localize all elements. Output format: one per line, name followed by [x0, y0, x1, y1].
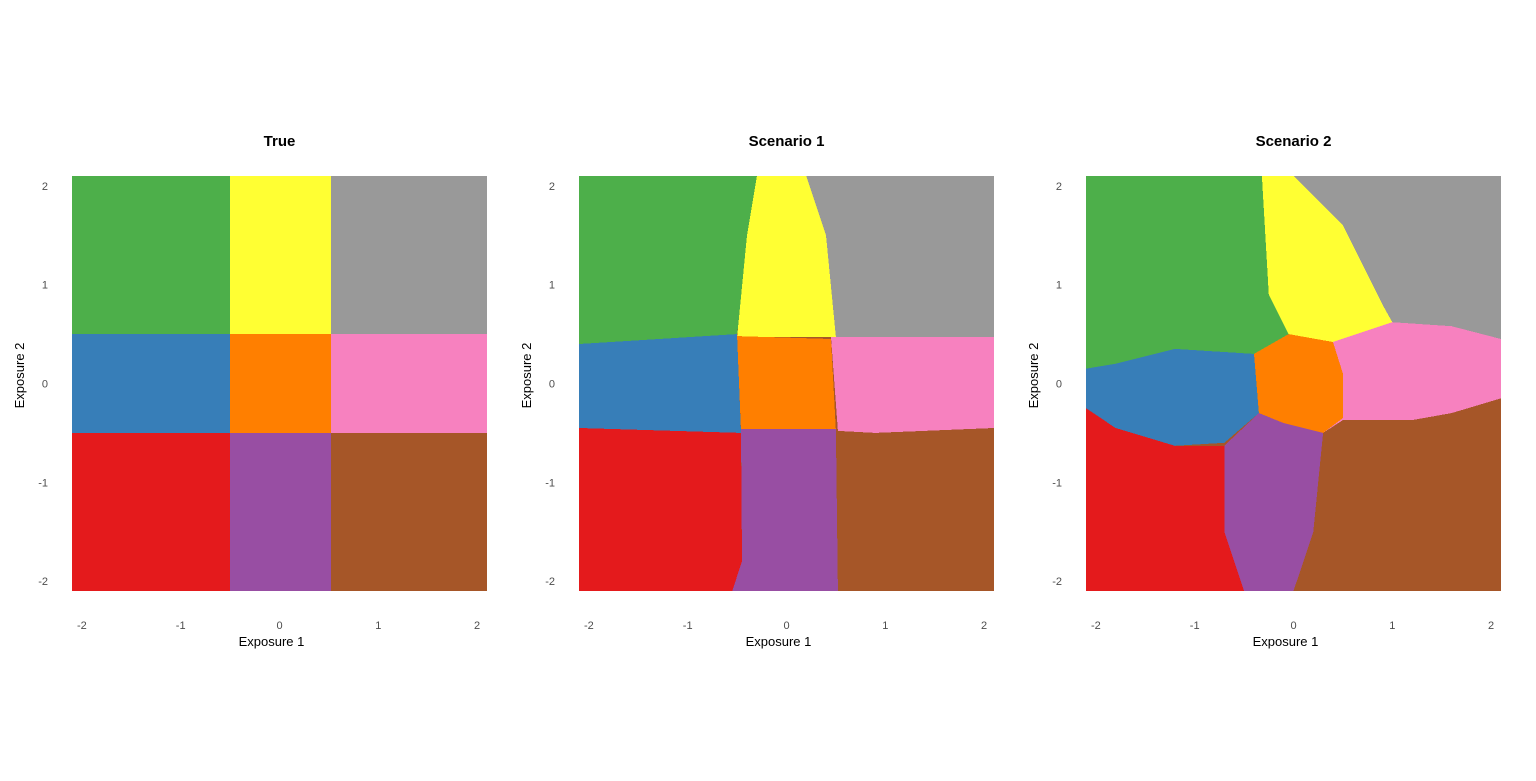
x-tick-label: -2 [77, 620, 87, 632]
x-axis-title: Exposure 1 [239, 634, 305, 649]
region-7 [732, 429, 838, 591]
region-7 [230, 432, 331, 591]
region-3 [72, 334, 231, 433]
region-6 [1086, 408, 1245, 591]
region-5 [831, 337, 994, 433]
panel-0: True -2 -1 0 1 2 -2 -1 0 1 2 Exposure 1 Exposure 2 [12, 133, 487, 649]
region-4 [1254, 334, 1343, 433]
x-tick-label: -1 [176, 620, 186, 632]
region-4 [737, 336, 836, 431]
x-tick-label: -1 [683, 620, 693, 632]
panel-title: Scenario 2 [1256, 133, 1332, 150]
y-tick-label: -1 [38, 477, 48, 489]
region-8 [330, 432, 487, 591]
y-tick-label: -2 [38, 576, 48, 588]
x-tick-label: 2 [1488, 620, 1494, 632]
x-tick-label: -2 [584, 620, 594, 632]
plot-area [72, 176, 487, 591]
x-tick-label: 0 [276, 620, 282, 632]
panel-2: Scenario 2 -2 -1 0 1 2 -2 -1 0 1 2 Exposure 1 Exposu… [1026, 133, 1501, 649]
x-axis-title: Exposure 1 [746, 634, 812, 649]
x-axis-title: Exposure 1 [1253, 634, 1319, 649]
plot-area [1086, 176, 1501, 591]
y-tick-label: 0 [549, 379, 555, 391]
x-tick-label: 1 [375, 620, 381, 632]
region-2 [1261, 176, 1393, 342]
x-tick-label: 0 [1290, 620, 1296, 632]
x-tick-label: -2 [1091, 620, 1101, 632]
x-tick-label: 0 [783, 620, 789, 632]
y-tick-label: 2 [549, 181, 555, 193]
region-5 [1323, 322, 1501, 433]
x-tick-label: 1 [1389, 620, 1395, 632]
region-7 [1224, 413, 1324, 591]
region-6 [579, 428, 742, 591]
region-2 [737, 176, 836, 338]
y-tick-label: 0 [1056, 379, 1062, 391]
x-tick-label: 1 [882, 620, 888, 632]
y-tick-label: 2 [1056, 181, 1062, 193]
region-0 [806, 176, 994, 338]
x-tick-label: -1 [1190, 620, 1200, 632]
region-5 [330, 334, 487, 433]
region-6 [72, 432, 231, 591]
y-tick-label: -2 [1052, 576, 1062, 588]
y-tick-label: -1 [545, 477, 555, 489]
y-tick-label: 2 [42, 181, 48, 193]
panel-1: Scenario 1 -2 -1 0 1 2 -2 -1 0 1 2 Exposure 1 Exposu… [519, 133, 994, 649]
region-3 [579, 334, 741, 433]
region-1 [579, 176, 757, 344]
y-axis-title: Exposure 2 [519, 343, 534, 409]
y-tick-label: -2 [545, 576, 555, 588]
y-tick-label: 1 [42, 280, 48, 292]
y-tick-label: 1 [1056, 280, 1062, 292]
region-3 [1086, 348, 1259, 446]
y-tick-label: 0 [42, 379, 48, 391]
region-2 [330, 176, 487, 335]
region-1 [230, 176, 331, 335]
y-tick-label: -1 [1052, 477, 1062, 489]
y-axis-title: Exposure 2 [1026, 343, 1041, 409]
x-tick-label: 2 [474, 620, 480, 632]
panel-title: Scenario 1 [749, 133, 825, 150]
region-1 [1086, 176, 1289, 369]
panel-title: True [264, 133, 296, 150]
y-axis-title: Exposure 2 [12, 343, 27, 409]
region-0 [1293, 176, 1501, 339]
region-4 [230, 334, 331, 433]
x-tick-label: 2 [981, 620, 987, 632]
y-tick-label: 1 [549, 280, 555, 292]
region-0 [72, 176, 231, 335]
plot-area [579, 176, 994, 591]
